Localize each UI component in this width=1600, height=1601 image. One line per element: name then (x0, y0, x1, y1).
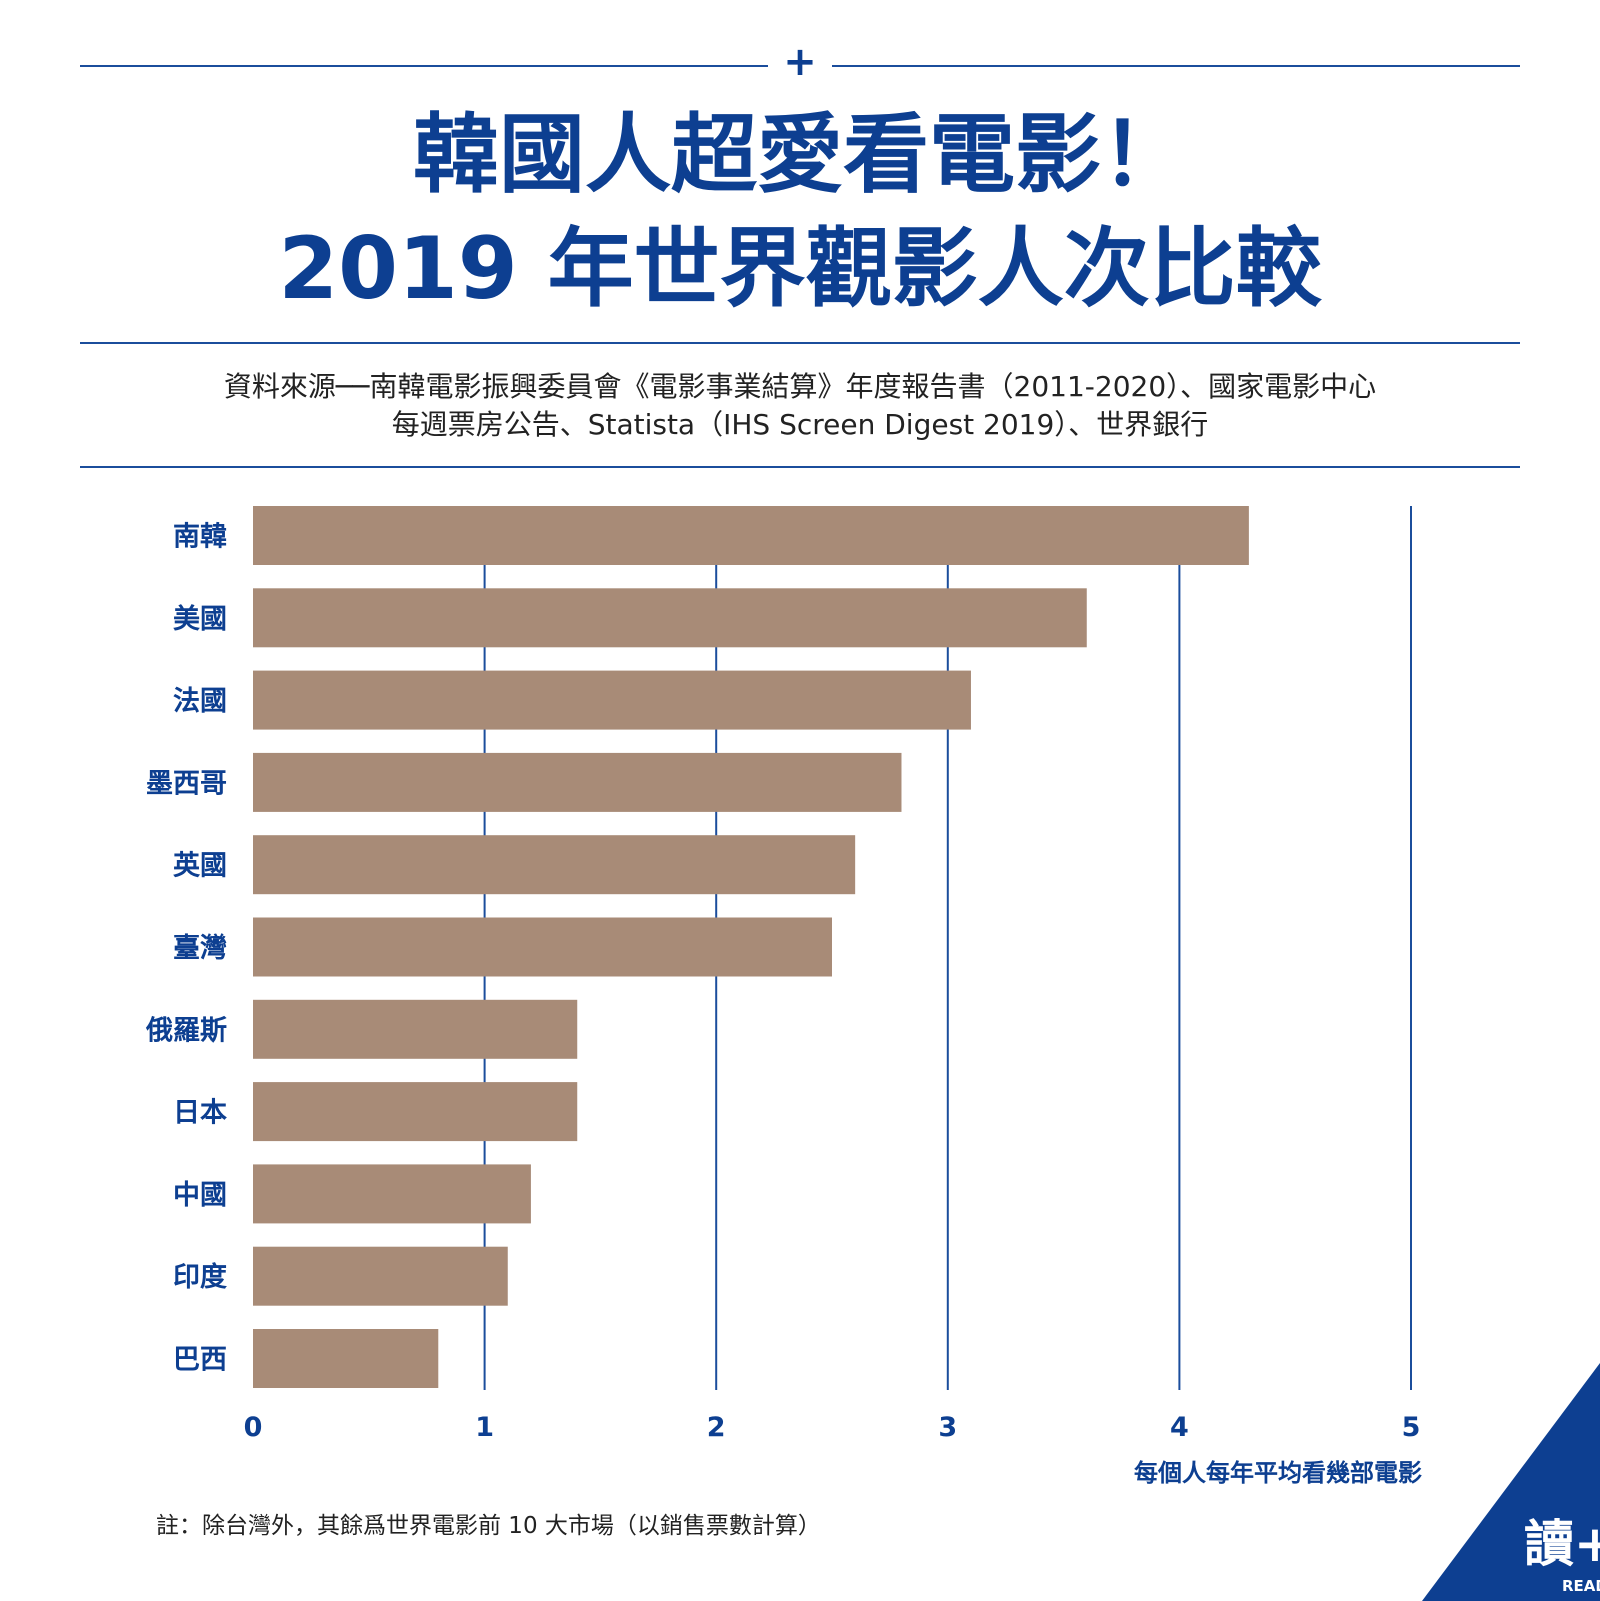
x-axis-title: 每個人每年平均看幾部電影 (1134, 1459, 1422, 1487)
category-label-美國: 美國 (173, 603, 227, 635)
x-tick-label-5: 5 (1402, 1412, 1421, 1443)
category-label-巴西: 巴西 (173, 1345, 227, 1376)
x-tick-label-4: 4 (1170, 1412, 1189, 1443)
source-line-2: 每週票房公告、Statista（IHS Screen Digest 2019）、… (391, 408, 1209, 441)
bar-俄羅斯 (253, 999, 578, 1059)
x-tick-label-0: 0 (244, 1412, 263, 1443)
logo-subtext: READr (1562, 1577, 1600, 1595)
title-divider (80, 342, 1520, 344)
category-label-墨西哥: 墨西哥 (146, 768, 227, 799)
category-label-俄羅斯: 俄羅斯 (145, 1015, 227, 1046)
x-tick-label-3: 3 (938, 1412, 957, 1443)
x-tick-label-2: 2 (707, 1412, 726, 1443)
bar-日本 (253, 1082, 578, 1142)
bar-法國 (253, 670, 971, 730)
source-line-1: 資料來源──南韓電影振興委員會《電影事業結算》年度報告書（2011-2020）、… (223, 370, 1377, 403)
title-line-2: 2019 年世界觀影人次比較 (278, 219, 1322, 319)
bar-南韓 (253, 506, 1249, 565)
bar-印度 (253, 1246, 508, 1306)
bar-臺灣 (253, 917, 832, 977)
logo-triangle (1422, 1363, 1600, 1601)
x-tick-label-1: 1 (475, 1412, 494, 1443)
category-label-英國: 英國 (173, 851, 227, 882)
source-divider (80, 466, 1520, 468)
bar-中國 (253, 1164, 531, 1224)
category-label-日本: 日本 (173, 1098, 227, 1129)
plus-icon: + (783, 39, 817, 85)
footnote: 註：除台灣外，其餘爲世界電影前 10 大市場（以銷售票數計算） (156, 1513, 821, 1539)
bar-layer (253, 506, 1249, 1388)
logo-mark: 讀+ (1524, 1515, 1600, 1573)
category-label-法國: 法國 (173, 686, 227, 717)
bar-墨西哥 (253, 752, 902, 812)
category-label-印度: 印度 (173, 1261, 227, 1293)
top-rule-right (832, 65, 1520, 67)
bar-美國 (253, 588, 1087, 648)
category-label-中國: 中國 (173, 1180, 227, 1211)
top-rule-left (80, 65, 768, 67)
readr-logo: 讀+ READr (1422, 1363, 1600, 1601)
category-label-臺灣: 臺灣 (173, 933, 227, 964)
bar-巴西 (253, 1329, 439, 1388)
title-line-1: 韓國人超愛看電影！ (413, 105, 1187, 205)
bar-英國 (253, 835, 856, 895)
category-label-南韓: 南韓 (173, 522, 227, 553)
